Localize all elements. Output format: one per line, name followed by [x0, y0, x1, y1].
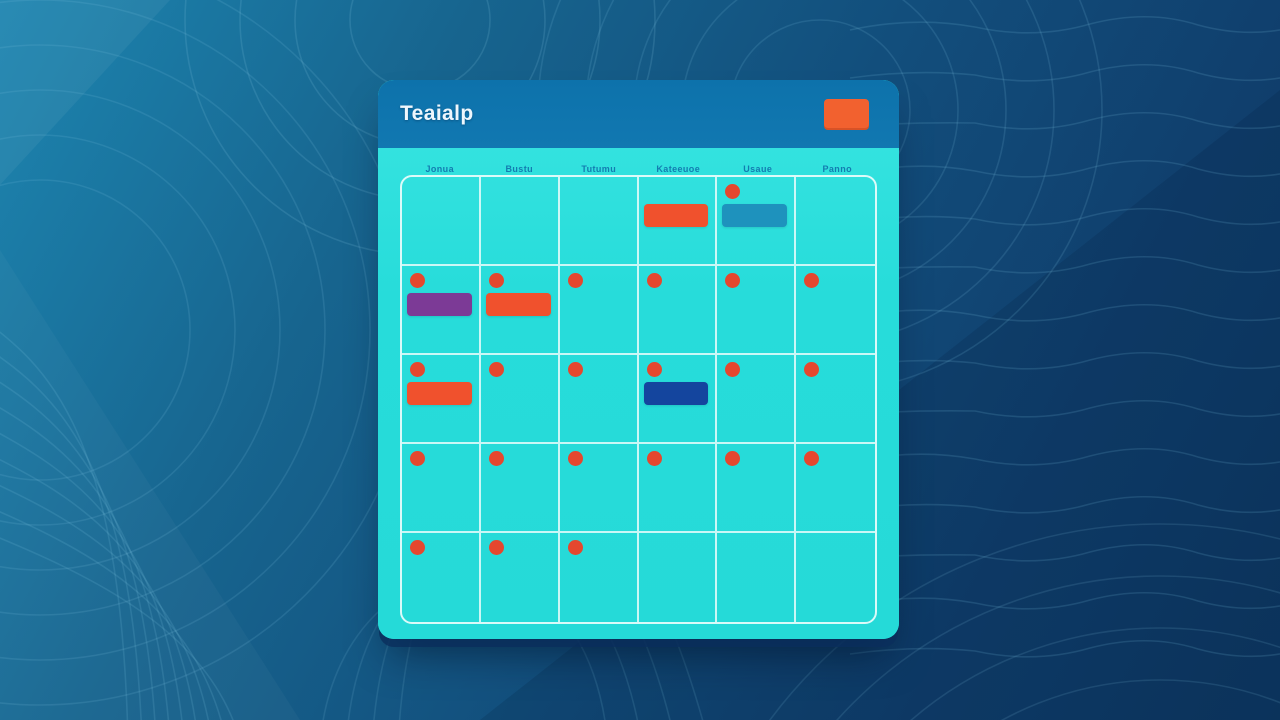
event-bar-orange[interactable]	[643, 204, 709, 227]
event-dot	[488, 362, 504, 377]
event-dot	[567, 362, 583, 377]
calendar-cell-r3-c4[interactable]	[638, 355, 718, 444]
event-dot	[646, 451, 662, 466]
calendar-cell-r1-c5[interactable]	[717, 177, 797, 266]
calendar-cell-r4-c4[interactable]	[638, 444, 718, 533]
calendar-cell-r1-c4[interactable]	[638, 177, 718, 266]
event-dot	[804, 362, 820, 377]
event-dot	[410, 540, 425, 555]
calendar-cell-r3-c6[interactable]	[796, 355, 875, 444]
calendar-cell-r3-c3[interactable]	[559, 355, 639, 444]
event-dot	[725, 184, 741, 199]
calendar-cell-r2-c6[interactable]	[796, 266, 875, 355]
calendar-cell-r4-c5[interactable]	[717, 444, 797, 533]
calendar-cell-r5-c6[interactable]	[796, 533, 875, 622]
event-dot	[725, 273, 741, 288]
calendar-cell-r1-c1[interactable]	[402, 177, 481, 266]
calendar-cell-r2-c2[interactable]	[480, 266, 560, 355]
calendar-cell-r2-c4[interactable]	[638, 266, 718, 355]
calendar-cell-r5-c4[interactable]	[639, 533, 718, 622]
event-bar-orange[interactable]	[407, 382, 472, 405]
calendar-cell-r4-c2[interactable]	[480, 444, 560, 533]
event-dot	[410, 273, 425, 288]
calendar-cell-r2-c3[interactable]	[559, 266, 639, 355]
calendar-cell-r4-c3[interactable]	[559, 444, 639, 533]
day-header-row: Jonua Bustu Tutumu Kateeuoe Usaue Panno	[400, 161, 877, 176]
day-header-label: Panno	[822, 163, 852, 174]
calendar-cell-r1-c3[interactable]	[559, 177, 639, 266]
header-action-button[interactable]	[824, 99, 869, 130]
event-bar-orange[interactable]	[485, 293, 551, 316]
event-dot	[488, 451, 504, 466]
event-dot	[410, 451, 425, 466]
calendar-window: Teaialp Jonua Bustu Tutumu Kateeuoe Usaue Pan…	[378, 80, 899, 639]
calendar-cell-r5-c5[interactable]	[717, 533, 797, 622]
event-dot	[725, 362, 741, 377]
event-dot	[488, 273, 504, 288]
event-bar-blue[interactable]	[722, 204, 788, 227]
day-header-label: Tutumu	[581, 163, 617, 174]
event-dot	[804, 273, 820, 288]
calendar-grid	[400, 175, 877, 624]
event-dot	[646, 273, 662, 288]
day-header-label: Jonua	[425, 163, 454, 174]
day-header-label: Kateeuoe	[656, 163, 701, 174]
calendar-cell-r3-c1[interactable]	[402, 355, 481, 444]
event-dot	[646, 362, 662, 377]
calendar-cell-r2-c1[interactable]	[402, 266, 481, 355]
calendar-header: Teaialp	[378, 80, 899, 148]
event-dot	[567, 451, 583, 466]
calendar-cell-r4-c6[interactable]	[796, 444, 875, 533]
calendar-cell-r5-c2[interactable]	[481, 533, 560, 622]
calendar-cell-r1-c2[interactable]	[480, 177, 560, 266]
calendar-cell-r4-c1[interactable]	[402, 444, 481, 533]
day-header-label: Bustu	[505, 163, 533, 174]
calendar-cell-r5-c1[interactable]	[402, 533, 481, 622]
event-dot	[567, 540, 583, 555]
calendar-cell-r5-c3[interactable]	[560, 533, 639, 622]
event-dot	[804, 451, 820, 466]
event-bar-navy[interactable]	[643, 382, 709, 405]
app-title: Teaialp	[400, 102, 474, 125]
event-dot	[410, 362, 425, 377]
event-dot	[725, 451, 741, 466]
calendar-cell-r3-c5[interactable]	[717, 355, 797, 444]
calendar-cell-r1-c6[interactable]	[796, 177, 875, 266]
calendar-cell-r3-c2[interactable]	[480, 355, 560, 444]
event-dot	[488, 540, 504, 555]
calendar-cell-r2-c5[interactable]	[717, 266, 797, 355]
event-bar-purple[interactable]	[407, 293, 472, 316]
day-header-label: Usaue	[743, 163, 773, 174]
event-dot	[567, 273, 583, 288]
calendar-body: Jonua Bustu Tutumu Kateeuoe Usaue Panno	[378, 148, 899, 639]
